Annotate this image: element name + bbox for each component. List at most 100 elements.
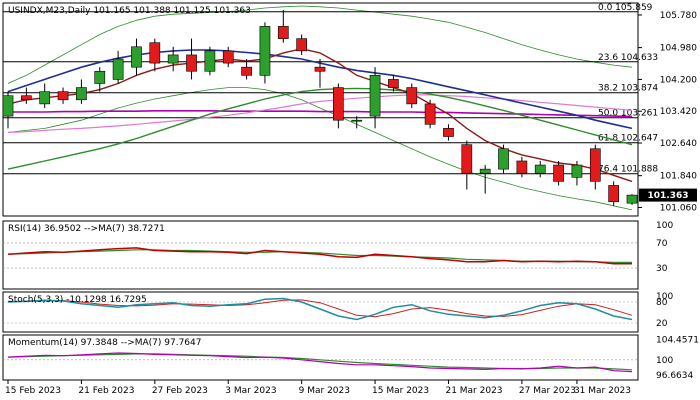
candle-body-19 <box>351 119 363 122</box>
fib-label-5: 76.4 101.888 <box>598 165 658 175</box>
fib-label-3: 50.0 103.261 <box>598 109 658 119</box>
momentum-panel-frame <box>2 334 639 381</box>
candle-body-31 <box>571 164 583 178</box>
fib-label-0: 0.0 105.859 <box>598 3 653 13</box>
ma-pink <box>7 94 633 133</box>
date-label-8: 31 Mar 2023 <box>574 386 631 396</box>
candle-body-13 <box>241 66 252 76</box>
fib-label-2: 38.2 103.874 <box>598 84 658 94</box>
candle-body-8 <box>149 42 161 64</box>
rsi-panel: RSI(14) 36.9502 -->MA(7) 38.7271 70 30 100 <box>2 220 673 290</box>
rsi-line <box>7 247 632 265</box>
bollinger-bands <box>7 5 633 211</box>
candle-body-32 <box>589 148 601 182</box>
candle-body-3 <box>57 91 69 101</box>
date-label-4: 9 Mar 2023 <box>299 386 350 396</box>
price-panel-frame <box>2 2 639 217</box>
momentum-line <box>7 352 633 373</box>
bollinger-lower <box>7 87 633 211</box>
candle-body-33 <box>608 185 619 203</box>
candle-body-11 <box>204 50 216 72</box>
candle-body-24 <box>443 128 454 137</box>
candle-body-28 <box>516 160 528 174</box>
fib-label-4: 61.8 102.647 <box>598 134 658 144</box>
stoch-axis: 80 20 100 <box>656 292 673 329</box>
price-panel: 0.0 105.859 23.6 104.633 38.2 103.874 50.0 … <box>2 2 697 217</box>
stoch-axis-layer-label-0: 80 <box>656 298 668 308</box>
rsi-axis-layer-top-label: 100 <box>656 221 673 231</box>
momentum-axis: 104.4571 100 96.6634 <box>656 336 699 381</box>
candle-body-5 <box>94 70 106 84</box>
rsi-axis-layer-label-0: 70 <box>656 239 668 249</box>
candle-body-0 <box>2 95 14 117</box>
price-tick-label-1: 104.980 <box>660 44 697 54</box>
bollinger-upper <box>7 5 633 84</box>
candle-body-17 <box>314 66 326 72</box>
rsi-axis: 70 30 100 <box>656 221 673 274</box>
candle-body-26 <box>479 168 491 174</box>
last-price-background <box>639 188 697 202</box>
stoch-d-line <box>7 299 633 318</box>
price-tick-label-5: 101.840 <box>660 172 697 182</box>
ma-fast <box>7 48 633 183</box>
momentum-title: Momentum(14) 97.3848 -->MA(7) 97.7647 <box>8 338 201 348</box>
candle-body-16 <box>296 38 307 52</box>
mom-axis-layer-label-1: 100 <box>656 356 673 366</box>
date-label-5: 15 Mar 2023 <box>372 386 429 396</box>
date-label-6: 21 Mar 2023 <box>445 386 502 396</box>
candle-body-27 <box>498 148 509 170</box>
momentum-lines <box>3 352 638 373</box>
rsi-axis-layer-label-1: 30 <box>656 264 668 274</box>
candle-body-18 <box>333 87 344 121</box>
price-tick-label-3: 103.420 <box>660 107 697 117</box>
date-label-3: 3 Mar 2023 <box>225 386 276 396</box>
symbol-header: USINDX,M23,Daily 101.165 101.388 101.125… <box>8 6 251 16</box>
candle-body-1 <box>21 95 32 101</box>
ma-slow <box>7 87 633 170</box>
candle-body-4 <box>76 87 87 101</box>
mom-axis-layer-label-2: 96.6634 <box>656 371 693 381</box>
ma-long <box>8 110 633 118</box>
date-label-0: 15 Feb 2023 <box>5 386 61 396</box>
momentum-panel: Momentum(14) 97.3848 -->MA(7) 97.7647 10… <box>2 334 699 381</box>
candle-body-6 <box>112 58 124 80</box>
candle-body-20 <box>369 75 381 117</box>
candle-body-34 <box>626 194 638 204</box>
price-tick-label-0: 105.780 <box>660 11 697 21</box>
last-price-label: 101.363 <box>648 191 689 201</box>
stoch-title: Stoch(5,3,3) -10.1298 16.7295 <box>8 295 147 305</box>
stoch-axis-layer-top-label: 100 <box>656 292 673 302</box>
price-tick-label-2: 104.200 <box>660 75 697 85</box>
candle-body-21 <box>388 79 399 88</box>
fib-label-1: 23.6 104.633 <box>598 53 658 63</box>
stoch-axis-layer-label-1: 20 <box>656 319 668 329</box>
stoch-panel: Stoch(5,3,3) -10.1298 16.7295 80 20 100 <box>2 291 673 333</box>
mom-axis-layer-label-0: 104.4571 <box>656 336 699 346</box>
price-tick-label-4: 102.640 <box>660 139 697 149</box>
candle-body-22 <box>406 87 418 105</box>
date-label-2: 27 Feb 2023 <box>152 386 208 396</box>
candle-body-30 <box>553 164 564 182</box>
candle-body-7 <box>131 46 142 68</box>
candle-body-14 <box>259 26 271 76</box>
candle-body-10 <box>186 54 197 72</box>
price-axis: 105.780 104.980 104.200 103.420 102.640 101.8… <box>638 11 697 213</box>
rsi-title: RSI(14) 36.9502 -->MA(7) 38.7271 <box>8 224 165 234</box>
candle-body-15 <box>277 26 289 39</box>
date-label-7: 27 Mar 2023 <box>519 386 576 396</box>
candle-body-2 <box>39 91 51 105</box>
candles <box>2 10 638 206</box>
stoch-k-line <box>7 297 633 321</box>
candle-body-25 <box>461 144 473 174</box>
candle-body-9 <box>167 54 179 64</box>
moving-averages <box>7 48 633 183</box>
date-axis: 15 Feb 2023 21 Feb 2023 27 Feb 2023 3 Mar 2… <box>5 380 631 396</box>
candle-body-23 <box>424 103 436 125</box>
rsi-lines <box>3 242 638 269</box>
price-tick-label-6: 101.060 <box>660 203 697 213</box>
candle-body-12 <box>222 50 234 64</box>
date-label-1: 21 Feb 2023 <box>78 386 134 396</box>
candle-body-29 <box>534 164 546 174</box>
last-price-box: 101.363 <box>639 188 697 202</box>
